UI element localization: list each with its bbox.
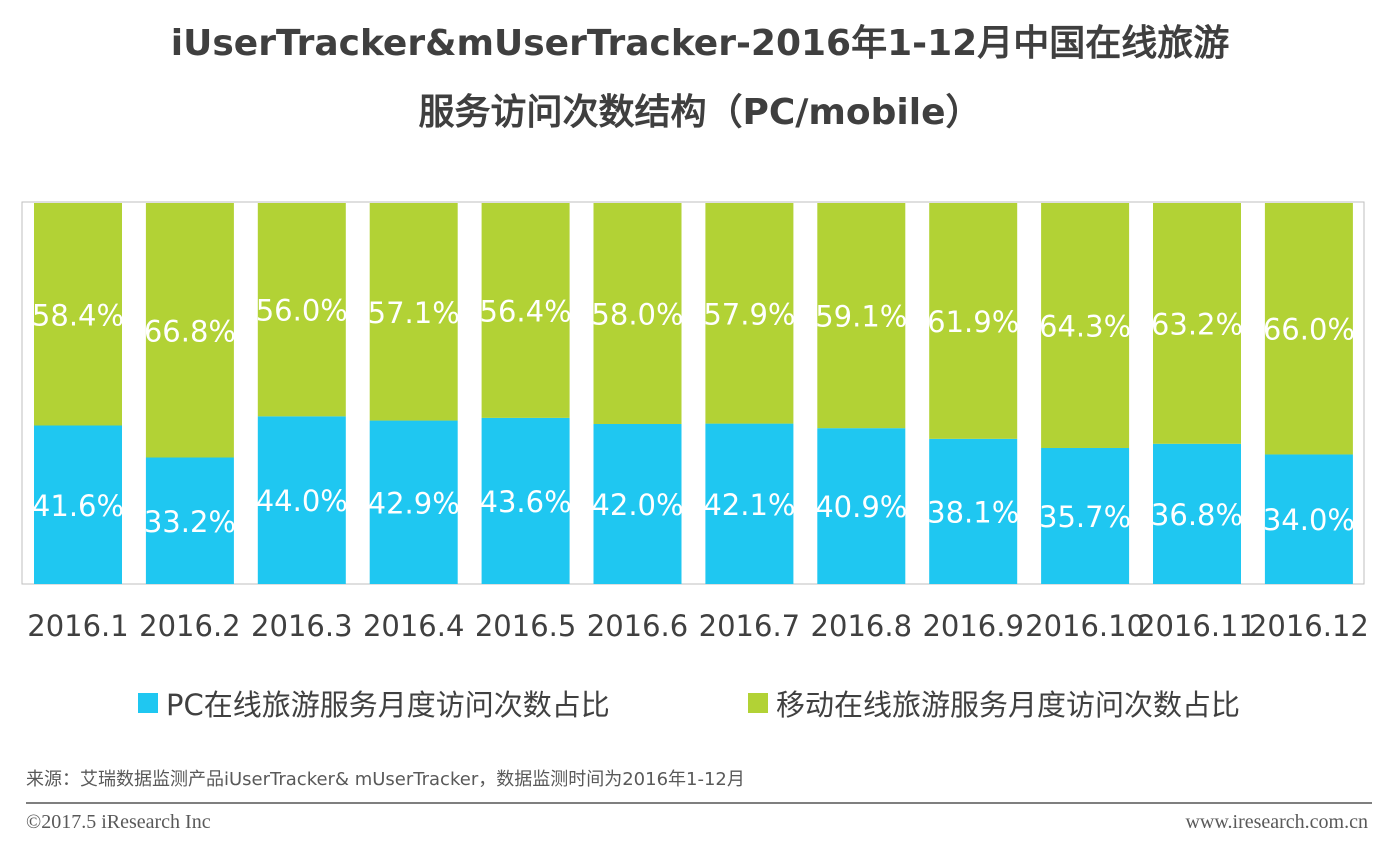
data-label-mobile-2016.12: 66.0% bbox=[1263, 313, 1355, 347]
x-tick-label-2016.6: 2016.6 bbox=[587, 609, 688, 643]
data-label-pc-2016.8: 40.9% bbox=[815, 490, 907, 524]
data-label-mobile-2016.4: 57.1% bbox=[368, 296, 460, 330]
x-tick-label-2016.8: 2016.8 bbox=[811, 609, 912, 643]
bar-pc-2016.2 bbox=[145, 457, 234, 584]
data-label-pc-2016.7: 42.1% bbox=[703, 488, 795, 522]
chart-title-line-2: 服务访问次数结构（PC/mobile） bbox=[418, 92, 982, 133]
bar-pc-2016.9 bbox=[929, 438, 1018, 584]
chart-title-line-1: iUserTracker&mUserTracker-2016年1-12月中国在线… bbox=[170, 23, 1230, 64]
bar-mobile-2016.6 bbox=[593, 203, 682, 424]
x-tick-label-2016.10: 2016.10 bbox=[1025, 609, 1145, 643]
bar-pc-2016.10 bbox=[1041, 447, 1130, 584]
bar-pc-2016.6 bbox=[593, 423, 682, 584]
x-tick-label-2016.7: 2016.7 bbox=[699, 609, 800, 643]
data-label-mobile-2016.7: 57.9% bbox=[703, 297, 795, 331]
x-tick-label-2016.3: 2016.3 bbox=[251, 609, 352, 643]
data-label-mobile-2016.5: 56.4% bbox=[480, 294, 572, 328]
bar-mobile-2016.1 bbox=[34, 203, 122, 426]
x-tick-label-2016.2: 2016.2 bbox=[139, 609, 240, 643]
bar-pc-2016.1 bbox=[34, 425, 122, 584]
x-tick-label-2016.12: 2016.12 bbox=[1249, 609, 1369, 643]
data-label-pc-2016.3: 44.0% bbox=[256, 484, 348, 518]
bar-mobile-2016.5 bbox=[481, 203, 570, 418]
stacked-bar-chart: 41.6% 58.4% 2016.1 33.2% 66.8% 2016.2 44.0% 56.… bbox=[21, 201, 1369, 643]
data-label-mobile-2016.9: 61.9% bbox=[927, 305, 1019, 339]
data-label-mobile-2016.3: 56.0% bbox=[256, 294, 348, 328]
x-tick-label-2016.1: 2016.1 bbox=[27, 609, 128, 643]
bar-pc-2016.11 bbox=[1153, 443, 1241, 584]
bar-mobile-2016.12 bbox=[1264, 203, 1353, 455]
bar-mobile-2016.3 bbox=[257, 203, 346, 417]
bar-pc-2016.3 bbox=[257, 416, 346, 584]
data-label-pc-2016.11: 36.8% bbox=[1151, 498, 1243, 532]
legend-item-mobile: 移动在线旅游服务月度访问次数占比 bbox=[748, 683, 1240, 723]
bar-mobile-2016.9 bbox=[929, 203, 1018, 439]
legend-swatch-mobile bbox=[748, 693, 768, 713]
bar-pc-2016.12 bbox=[1264, 454, 1353, 584]
x-tick-label-2016.4: 2016.4 bbox=[363, 609, 464, 643]
data-label-pc-2016.12: 34.0% bbox=[1263, 503, 1355, 537]
data-label-pc-2016.4: 42.9% bbox=[368, 486, 460, 520]
data-label-pc-2016.9: 38.1% bbox=[927, 495, 1019, 529]
data-label-pc-2016.1: 41.6% bbox=[32, 489, 124, 523]
legend-label-mobile: 移动在线旅游服务月度访问次数占比 bbox=[776, 688, 1241, 722]
footer-divider bbox=[26, 802, 1372, 804]
data-label-pc-2016.10: 35.7% bbox=[1039, 500, 1131, 534]
bar-pc-2016.4 bbox=[369, 420, 458, 584]
bar-mobile-2016.7 bbox=[705, 203, 794, 424]
legend-swatch-pc bbox=[138, 693, 158, 713]
bar-mobile-2016.8 bbox=[817, 203, 906, 429]
data-label-mobile-2016.1: 58.4% bbox=[32, 298, 124, 332]
plot-frame bbox=[21, 201, 1365, 585]
data-label-pc-2016.5: 43.6% bbox=[480, 485, 572, 519]
x-tick-label-2016.5: 2016.5 bbox=[475, 609, 576, 643]
data-label-mobile-2016.11: 63.2% bbox=[1151, 307, 1243, 341]
x-tick-label-2016.11: 2016.11 bbox=[1137, 609, 1257, 643]
bar-pc-2016.5 bbox=[481, 417, 570, 584]
data-label-mobile-2016.6: 58.0% bbox=[591, 297, 683, 331]
bar-pc-2016.7 bbox=[705, 423, 794, 584]
data-label-mobile-2016.8: 59.1% bbox=[815, 300, 907, 334]
data-label-pc-2016.6: 42.0% bbox=[591, 488, 683, 522]
data-label-mobile-2016.2: 66.8% bbox=[144, 314, 236, 348]
legend-item-pc: PC在线旅游服务月度访问次数占比 bbox=[138, 683, 610, 723]
bar-mobile-2016.10 bbox=[1041, 203, 1130, 448]
bar-mobile-2016.11 bbox=[1153, 203, 1241, 444]
copyright-text: ©2017.5 iResearch Inc bbox=[26, 811, 211, 833]
bar-mobile-2016.2 bbox=[145, 203, 234, 458]
legend-label-pc: PC在线旅游服务月度访问次数占比 bbox=[166, 688, 610, 722]
website-link[interactable]: www.iresearch.com.cn bbox=[1185, 811, 1368, 833]
source-note: 来源：艾瑞数据监测产品iUserTracker& mUserTracker，数据… bbox=[26, 769, 745, 790]
data-label-pc-2016.2: 33.2% bbox=[144, 505, 236, 539]
x-tick-label-2016.9: 2016.9 bbox=[922, 609, 1023, 643]
bar-pc-2016.8 bbox=[817, 428, 906, 584]
data-label-mobile-2016.10: 64.3% bbox=[1039, 309, 1131, 343]
bar-mobile-2016.4 bbox=[369, 203, 458, 421]
